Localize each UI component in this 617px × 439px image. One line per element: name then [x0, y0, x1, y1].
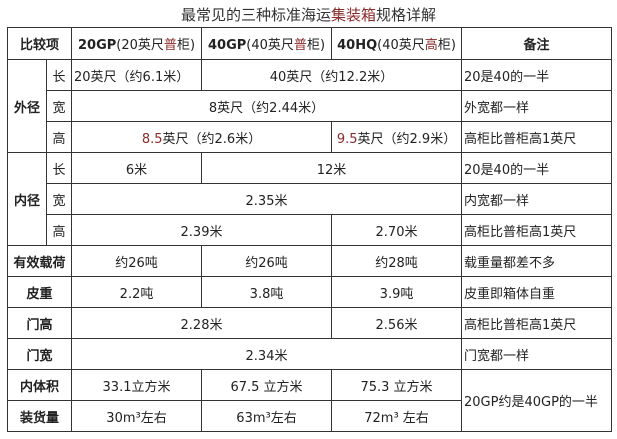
row-label: 长 — [45, 59, 73, 91]
page-title: 最常见的三种标准海运集装箱规格详解 — [0, 4, 617, 25]
table-row: 门宽 2.34米 门宽都一样 — [6, 338, 613, 370]
container-spec-table: 比较项 20GP(20英尺普柜) 40GP(40英尺普柜) 40HQ(40英尺高… — [6, 27, 613, 432]
row-label: 高 — [45, 121, 73, 153]
row-label: 门高 — [6, 307, 73, 339]
note-cell: 高柜比普柜高1英尺 — [461, 121, 613, 153]
row-label: 高 — [45, 214, 73, 246]
cell: 约26吨 — [71, 245, 203, 277]
table-row: 门高 2.28米 2.56米 高柜比普柜高1英尺 — [6, 307, 613, 339]
note-cell: 高柜比普柜高1英尺 — [461, 307, 613, 339]
row-label: 有效载荷 — [6, 245, 73, 277]
inner-label: 内径 — [7, 152, 47, 246]
row-label: 宽 — [45, 183, 73, 215]
table-row: 宽 2.35米 内宽都一样 — [8, 183, 613, 215]
header-40gp: 40GP(40英尺普柜) — [201, 27, 333, 60]
row-label: 门宽 — [6, 338, 73, 370]
cell: 72m³ 左右 — [331, 400, 463, 432]
cell: 3.9吨 — [331, 276, 463, 308]
cell: 3.8吨 — [201, 276, 333, 308]
note-cell: 载重量都差不多 — [461, 245, 613, 277]
table-row: 内体积 33.1立方米 67.5 立方米 75.3 立方米 20GP约是40GP… — [6, 369, 613, 432]
cell: 67.5 立方米 — [201, 369, 333, 401]
table-row: 高 2.39米 2.70米 高柜比普柜高1英尺 — [8, 214, 613, 246]
table-row: 高 8.5英尺（约2.6米） 9.5英尺（约2.9米） 高柜比普柜高1英尺 — [8, 121, 613, 153]
cell: 30m³左右 — [71, 400, 203, 432]
table-row: 宽 8英尺（约2.44米） 外宽都一样 — [8, 90, 613, 122]
title-text-end: 规格详解 — [376, 6, 437, 24]
note-cell: 门宽都一样 — [461, 338, 613, 370]
cell: 9.5英尺（约2.9米） — [331, 121, 463, 153]
note-cell: 高柜比普柜高1英尺 — [461, 214, 613, 246]
cell: 2.35米 — [71, 183, 463, 215]
cell: 20英尺（约6.1米） — [71, 59, 203, 91]
cell: 12米 — [201, 152, 463, 184]
table-row: 有效载荷 约26吨 约26吨 约28吨 载重量都差不多 — [6, 245, 613, 277]
cell: 63m³左右 — [201, 400, 333, 432]
note-cell: 皮重即箱体自重 — [461, 276, 613, 308]
cell: 2.56米 — [331, 307, 463, 339]
cell: 2.2吨 — [71, 276, 203, 308]
table-row: 皮重 2.2吨 3.8吨 3.9吨 皮重即箱体自重 — [6, 276, 613, 308]
cell: 2.34米 — [71, 338, 463, 370]
row-label: 内体积 — [6, 369, 73, 401]
header-note: 备注 — [461, 27, 613, 60]
note-cell: 20是40的一半 — [461, 152, 613, 184]
header-20gp: 20GP(20英尺普柜) — [71, 27, 203, 60]
cell: 33.1立方米 — [71, 369, 203, 401]
row-label: 装货量 — [6, 400, 73, 432]
note-cell: 内宽都一样 — [461, 183, 613, 215]
cell: 约28吨 — [331, 245, 463, 277]
note-cell: 20是40的一半 — [461, 59, 613, 91]
header-row: 比较项 20GP(20英尺普柜) 40GP(40英尺普柜) 40HQ(40英尺高… — [6, 27, 613, 60]
cell: 40英尺（约12.2米） — [201, 59, 463, 91]
cell: 2.39米 — [71, 214, 333, 246]
header-40hq: 40HQ(40英尺高柜) — [331, 27, 463, 60]
header-item: 比较项 — [6, 27, 73, 60]
note-cell: 20GP约是40GP的一半 — [461, 369, 613, 432]
table-row: 外径 长 20英尺（约6.1米） 40英尺（约12.2米） 20是40的一半 — [7, 59, 613, 153]
table-row: 内径 长 6米 12米 20是40的一半 — [7, 152, 613, 246]
outer-label: 外径 — [7, 59, 47, 153]
title-text: 最常见的三种标准海运 — [180, 6, 331, 24]
table-row: 装货量 30m³左右 63m³左右 72m³ 左右 — [6, 400, 612, 432]
title-highlight: 集装箱 — [330, 6, 376, 24]
cell: 约26吨 — [201, 245, 333, 277]
cell: 6米 — [71, 152, 203, 184]
row-label: 宽 — [45, 90, 73, 122]
cell: 8.5英尺（约2.6米） — [71, 121, 333, 153]
row-label: 皮重 — [6, 276, 73, 308]
cell: 75.3 立方米 — [331, 369, 463, 401]
row-label: 长 — [45, 152, 73, 184]
cell: 2.28米 — [71, 307, 333, 339]
note-cell: 外宽都一样 — [461, 90, 613, 122]
cell: 2.70米 — [331, 214, 463, 246]
cell: 8英尺（约2.44米） — [71, 90, 463, 122]
